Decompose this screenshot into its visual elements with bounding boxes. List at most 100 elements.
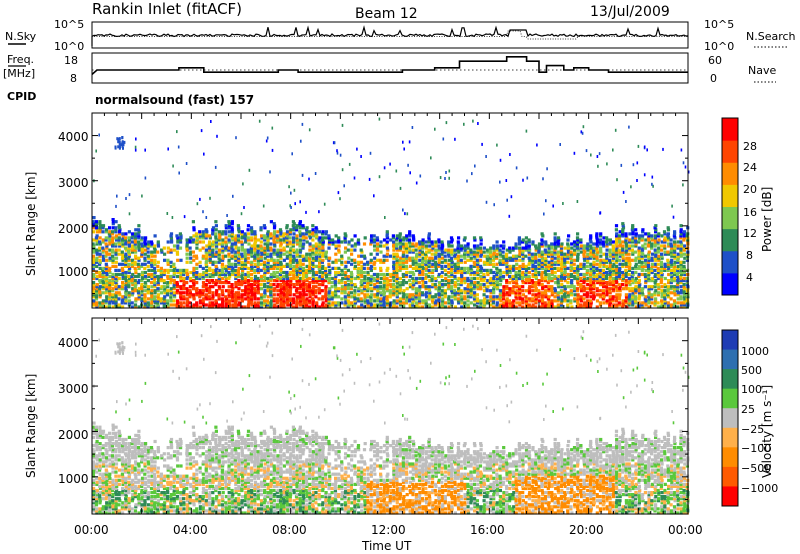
power-mark	[486, 285, 490, 289]
power-mark	[244, 289, 248, 293]
power-mark	[372, 279, 377, 283]
power-mark	[631, 224, 635, 228]
power-mark	[120, 285, 124, 289]
power-mark	[104, 305, 108, 309]
power-mark	[185, 287, 189, 291]
power-mark	[382, 287, 386, 291]
power-mark	[285, 295, 289, 299]
power-mark	[91, 222, 96, 226]
power-mark	[176, 301, 180, 305]
power-mark	[395, 234, 399, 238]
power-mark	[372, 262, 376, 266]
power-mark	[173, 295, 177, 299]
power-mark	[411, 285, 415, 289]
power-mark	[291, 152, 293, 156]
power-mark	[279, 291, 283, 295]
power-mark	[163, 287, 167, 291]
power-mark	[269, 252, 273, 256]
power-mark	[398, 248, 402, 252]
power-mark	[205, 244, 209, 248]
power-mark	[627, 244, 632, 248]
power-mark	[172, 270, 176, 275]
power-mark	[124, 242, 128, 246]
power-mark	[143, 262, 147, 266]
power-mark	[356, 147, 358, 151]
power-mark	[253, 258, 257, 262]
power-mark	[441, 297, 445, 301]
power-mark	[162, 246, 166, 250]
power-mark	[466, 242, 470, 246]
power-mark	[466, 303, 470, 307]
power-mark	[599, 268, 603, 272]
power-mark	[395, 272, 399, 277]
power-mark	[111, 305, 115, 309]
power-mark	[418, 248, 422, 252]
power-mark	[617, 283, 621, 287]
power-mark	[308, 258, 312, 262]
power-mark	[428, 293, 432, 297]
power-mark	[418, 242, 422, 246]
power-mark	[650, 301, 654, 305]
power-ytick-3000: 3000	[58, 176, 89, 190]
power-mark	[382, 303, 386, 307]
power-mark	[430, 242, 434, 246]
power-mark	[240, 256, 244, 260]
power-mark	[202, 297, 206, 301]
power-mark	[566, 291, 570, 295]
power-mark	[359, 268, 363, 272]
power-mark	[227, 293, 231, 297]
power-mark	[237, 295, 241, 299]
power-mark	[279, 260, 283, 264]
power-mark	[392, 264, 396, 268]
power-mark	[156, 295, 160, 299]
power-mark	[111, 260, 115, 264]
power-mark	[269, 232, 273, 236]
power-mark	[386, 266, 390, 270]
power-mark	[275, 274, 280, 279]
power-mark	[404, 242, 408, 246]
power-mark	[114, 226, 118, 230]
power-mark	[159, 299, 163, 303]
power-mark	[382, 301, 386, 305]
power-mark	[508, 264, 512, 268]
power-mark	[94, 295, 98, 299]
power-mark	[217, 254, 221, 258]
power-mark	[127, 268, 131, 272]
power-mark	[208, 272, 212, 277]
power-mark	[408, 303, 412, 307]
power-mark	[231, 270, 235, 275]
power-mark	[269, 299, 274, 303]
power-mark	[540, 238, 544, 242]
power-mark	[159, 268, 163, 272]
power-mark	[640, 260, 644, 264]
power-mark	[272, 262, 277, 266]
power-mark	[302, 293, 306, 297]
power-mark	[295, 266, 299, 270]
power-mark	[256, 256, 260, 260]
power-mark	[301, 244, 305, 248]
power-mark	[230, 246, 234, 250]
power-mark	[124, 272, 128, 277]
power-mark	[237, 279, 241, 283]
power-mark	[398, 238, 402, 242]
power-mark	[146, 250, 150, 254]
power-mark	[153, 299, 157, 303]
power-mark	[253, 270, 257, 275]
power-mark	[311, 228, 315, 232]
power-mark	[104, 228, 109, 232]
power-mark	[314, 254, 319, 258]
power-mark	[185, 272, 190, 277]
power-mark	[353, 283, 357, 287]
power-mark	[357, 287, 361, 291]
power-mark	[188, 285, 192, 289]
power-cbar-tick-24: 24	[743, 161, 757, 174]
power-mark	[121, 283, 125, 287]
power-mark	[273, 230, 277, 234]
power-mark	[524, 254, 528, 258]
power-mark	[256, 268, 260, 272]
power-mark	[92, 238, 96, 242]
power-mark	[221, 254, 225, 258]
power-mark	[305, 285, 309, 289]
power-mark	[285, 236, 289, 240]
power-mark	[108, 242, 112, 246]
